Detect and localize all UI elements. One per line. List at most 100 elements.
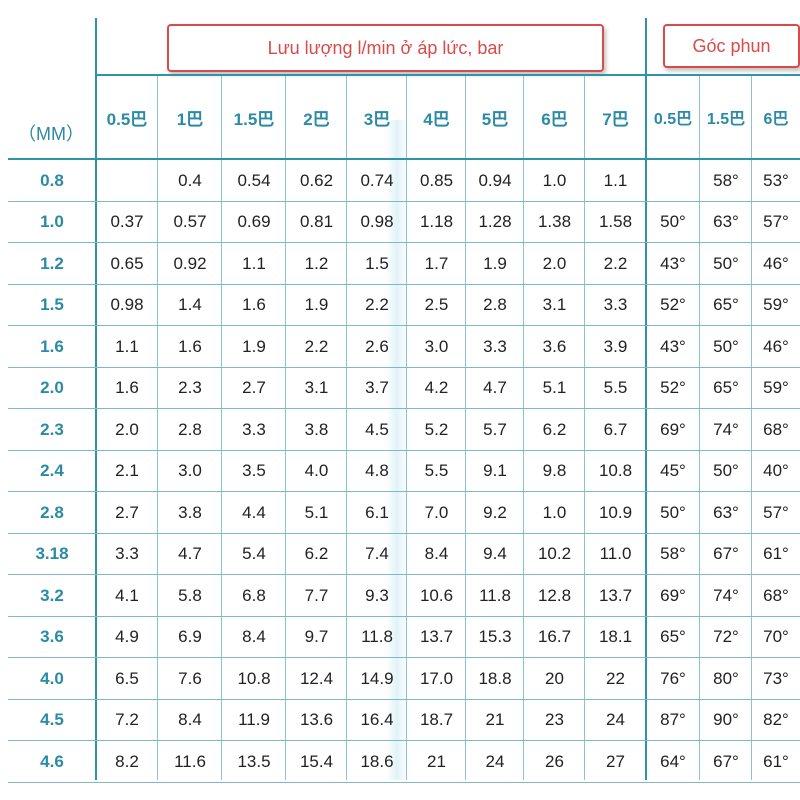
angle-cell: 69° [660, 585, 686, 605]
flow-cell: 3.9 [603, 336, 628, 356]
angle-cell: 64° [660, 751, 686, 771]
angle-cell: 40° [763, 461, 789, 481]
flow-cell: 1.1 [242, 253, 266, 273]
angle-cell: 65° [713, 378, 739, 398]
flow-cell: 15.3 [478, 627, 512, 647]
flow-cell: 3.3 [115, 544, 139, 564]
flow-cell: 2.2 [304, 336, 329, 356]
flow-cell: 0.81 [299, 212, 334, 232]
flow-cell: 10.9 [598, 502, 633, 522]
flow-cell: 6.2 [542, 419, 567, 439]
flow-cell: 1.9 [483, 253, 507, 273]
flow-cell: 2.8 [178, 419, 202, 439]
angle-cell: 72° [713, 627, 739, 647]
angle-cell: 52° [660, 295, 686, 315]
flow-cell: 2.1 [115, 461, 139, 481]
flow-cell: 10.8 [598, 461, 633, 481]
pressure-header: 2巴 [303, 109, 330, 129]
angle-cell: 65° [660, 627, 686, 647]
angle-cell: 87° [660, 710, 686, 730]
flow-cell: 3.0 [424, 336, 449, 356]
flow-cell: 10.6 [419, 585, 454, 605]
diameter-cell: 2.3 [40, 419, 64, 439]
flow-cell: 5.7 [483, 419, 507, 439]
flow-cell: 12.4 [299, 668, 334, 688]
flow-cell: 16.7 [537, 627, 572, 647]
flow-cell: 3.1 [542, 295, 567, 315]
flow-cell: 4.8 [365, 461, 389, 481]
flow-cell: 23 [545, 710, 564, 730]
flow-cell: 13.5 [237, 751, 271, 771]
angle-cell: 46° [763, 253, 789, 273]
flow-cell: 10.2 [537, 544, 572, 564]
pressure-header: 6巴 [541, 109, 568, 129]
flow-cell: 3.0 [178, 461, 202, 481]
column-divider [285, 74, 286, 780]
flow-cell: 10.8 [237, 668, 271, 688]
angle-cell: 61° [763, 544, 789, 564]
flow-cell: 1.58 [598, 212, 633, 232]
flow-cell: 4.4 [242, 502, 266, 522]
column-divider [584, 74, 585, 780]
flow-cell: 2.0 [542, 253, 567, 273]
flow-cell: 6.7 [603, 419, 628, 439]
flow-cell: 5.8 [178, 585, 202, 605]
flow-cell: 7.7 [304, 585, 329, 605]
flow-cell: 5.5 [603, 378, 628, 398]
pressure-header: 1巴 [176, 109, 204, 129]
pressure-header: 4巴 [423, 109, 450, 129]
angle-pressure-header: 6巴 [763, 111, 789, 128]
flow-cell: 2.7 [115, 502, 139, 522]
angle-cell: 90° [713, 710, 739, 730]
diameter-cell: 2.0 [40, 378, 64, 398]
row-divider [8, 408, 800, 409]
angle-cell: 80° [713, 668, 739, 688]
diameter-cell: 4.0 [40, 668, 64, 688]
flow-cell: 13.7 [419, 627, 454, 647]
column-divider [751, 74, 752, 780]
flow-cell: 2.3 [178, 378, 202, 398]
flow-cell: 8.2 [115, 751, 139, 771]
flow-cell: 5.4 [242, 544, 266, 564]
flow-cell: 14.9 [360, 668, 394, 688]
flow-cell: 21 [485, 710, 505, 730]
flow-cell: 6.8 [242, 585, 266, 605]
flow-cell: 13.6 [299, 710, 334, 730]
flow-cell: 1.6 [115, 378, 139, 398]
flow-cell: 4.9 [115, 627, 139, 647]
flow-cell: 0.92 [173, 253, 207, 273]
angle-cell: 70° [763, 627, 789, 647]
pressure-header: 5巴 [481, 109, 509, 129]
flow-cell: 9.7 [304, 627, 329, 647]
row-divider [8, 615, 800, 617]
diameter-cell: 1.2 [40, 253, 64, 273]
angle-cell: 68° [763, 419, 789, 439]
flow-cell: 1.6 [242, 295, 266, 315]
column-divider [406, 74, 407, 780]
angle-cell: 76° [660, 668, 686, 688]
flow-cell: 0.54 [237, 170, 271, 190]
flow-cell: 2.5 [424, 295, 449, 315]
angle-cell: 50° [713, 253, 739, 273]
row-divider [8, 740, 800, 741]
pressure-header: 1.5巴 [233, 109, 275, 129]
flow-cell: 1.9 [242, 336, 266, 356]
flow-cell: 3.3 [483, 336, 507, 356]
flow-cell: 11.8 [361, 627, 393, 647]
flow-cell: 13.7 [598, 585, 633, 605]
flow-cell: 17.0 [419, 668, 454, 688]
flow-cell: 3.7 [365, 378, 389, 398]
diameter-cell: 2.8 [40, 502, 64, 522]
column-divider [465, 74, 466, 780]
diameter-cell: 0.8 [40, 170, 64, 190]
diameter-cell: 4.6 [40, 751, 64, 771]
flow-cell: 3.3 [603, 295, 628, 315]
diameter-cell: 3.2 [40, 585, 64, 605]
flow-cell: 1.1 [115, 336, 139, 356]
angle-cell: 65° [713, 295, 739, 315]
flow-cell: 0.98 [110, 295, 144, 315]
flow-cell: 3.6 [542, 336, 567, 356]
flow-cell: 5.2 [424, 419, 449, 439]
pressure-header: 0.5巴 [106, 109, 148, 129]
angle-cell: 58° [713, 170, 739, 190]
